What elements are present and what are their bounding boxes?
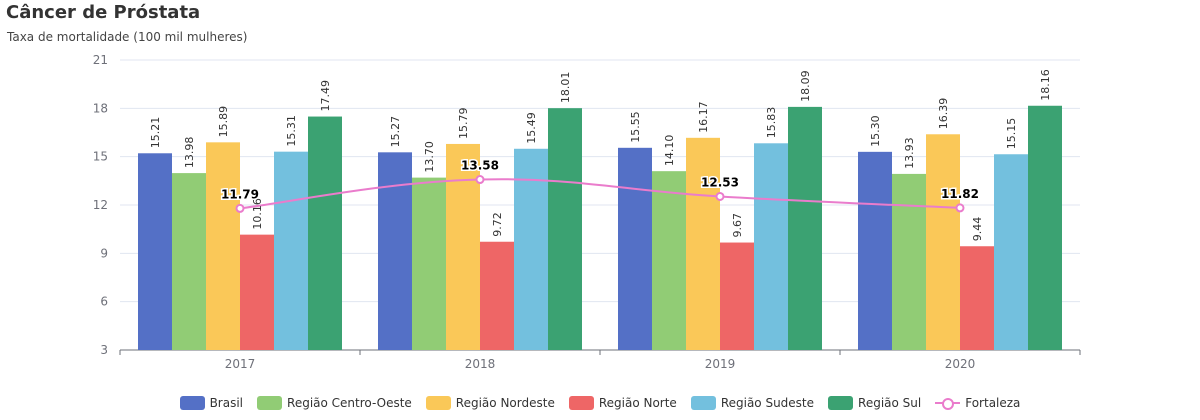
chart-title: Câncer de Próstata (6, 2, 201, 23)
legend-item[interactable]: Região Centro-Oeste (257, 396, 412, 410)
legend-item[interactable]: Região Sul (828, 396, 921, 410)
bar-value-label: 13.70 (423, 141, 436, 173)
legend-item[interactable]: Região Norte (568, 396, 677, 410)
legend-label: Região Norte (598, 396, 677, 410)
bar (172, 173, 206, 350)
x-tick-label: 2018 (465, 357, 496, 371)
x-tick-label: 2020 (945, 357, 976, 371)
legend-label: Brasil (209, 396, 244, 410)
line-value-label: 13.58 (461, 159, 499, 173)
bar-value-label: 9.67 (731, 213, 744, 238)
bar (378, 152, 412, 350)
line-point (475, 175, 485, 185)
bar-value-label: 9.72 (491, 212, 504, 237)
y-tick-label: 18 (93, 101, 108, 115)
legend-item[interactable]: Região Sudeste (690, 396, 815, 410)
axes: 3 6 9 12 15 18 21 2017 2018 2019 2020 (93, 53, 1081, 371)
bar-value-label: 13.98 (183, 137, 196, 169)
bar-value-label: 16.39 (937, 98, 950, 130)
bar-value-label: 18.01 (559, 72, 572, 104)
legend-swatch (568, 396, 594, 410)
bar-value-label: 15.15 (1005, 118, 1018, 150)
bar (754, 143, 788, 350)
bar-value-label: 14.10 (663, 135, 676, 167)
bar (686, 137, 720, 350)
y-tick-label: 15 (93, 150, 108, 164)
bar (514, 148, 548, 350)
bar-value-label: 15.31 (285, 115, 298, 147)
bars (138, 105, 1062, 350)
line-point (235, 203, 245, 213)
chart-legend: Brasil Região Centro-Oeste Região Nordeste… (0, 396, 1200, 410)
bar-value-label: 15.55 (629, 111, 642, 143)
y-tick-label: 3 (100, 343, 108, 357)
legend-label: Região Nordeste (455, 396, 555, 410)
bar-value-label: 15.27 (389, 116, 402, 148)
bar-value-label: 15.30 (869, 115, 882, 147)
legend-label: Região Sudeste (720, 396, 815, 410)
legend-swatch (690, 396, 716, 410)
bar-value-label: 15.49 (525, 112, 538, 144)
bar-value-label: 15.89 (217, 106, 230, 138)
legend-swatch (828, 396, 854, 410)
bar (206, 142, 240, 350)
y-tick-label: 12 (93, 198, 108, 212)
bar-value-label: 15.79 (457, 107, 470, 139)
bar-value-label: 13.93 (903, 137, 916, 169)
bar-value-label: 18.16 (1039, 69, 1052, 101)
bar-value-label: 9.44 (971, 217, 984, 242)
bar (926, 134, 960, 350)
y-tick-label: 21 (93, 53, 108, 67)
series-line (239, 178, 961, 210)
line-value-label: 11.79 (221, 187, 259, 201)
bar (446, 143, 480, 350)
line-value-label: 12.53 (701, 175, 739, 189)
line-point (715, 191, 725, 201)
data-labels: 15.21 15.27 15.55 15.30 13.98 13.70 14.10 13.93… (149, 69, 1052, 241)
bar-value-label: 10.16 (251, 198, 264, 230)
bar (892, 173, 926, 350)
bar (618, 147, 652, 350)
legend-label: Região Centro-Oeste (287, 396, 412, 410)
bar (960, 246, 994, 350)
bar (480, 241, 514, 350)
legend-item[interactable]: Brasil (179, 396, 244, 410)
legend-swatch (257, 396, 283, 410)
legend-swatch (179, 396, 205, 410)
bar (240, 234, 274, 350)
x-tick-label: 2017 (225, 357, 256, 371)
legend-swatch (935, 396, 961, 410)
bar (652, 171, 686, 350)
fortaleza-line (235, 175, 965, 213)
bar (720, 242, 754, 350)
y-tick-label: 9 (100, 246, 108, 260)
bar-value-label: 18.09 (799, 70, 812, 102)
bar (788, 106, 822, 350)
bar (412, 177, 446, 350)
legend-label: Fortaleza (965, 396, 1021, 410)
bar (274, 151, 308, 350)
bar (548, 108, 582, 350)
legend-swatch (425, 396, 451, 410)
bar (138, 153, 172, 350)
line-value-label: 11.82 (941, 187, 979, 201)
legend-label: Região Sul (858, 396, 922, 410)
bar-value-label: 15.21 (149, 117, 162, 149)
chart-subtitle: Taxa de mortalidade (100 mil mulheres) (7, 30, 248, 44)
bar (858, 151, 892, 350)
bar-value-label: 16.17 (697, 101, 710, 133)
legend-item[interactable]: Região Nordeste (425, 396, 555, 410)
line-point (955, 203, 965, 213)
legend-item[interactable]: Fortaleza (935, 396, 1020, 410)
bar-value-label: 15.83 (765, 107, 778, 139)
y-tick-label: 6 (100, 295, 108, 309)
bar (308, 116, 342, 350)
bar (994, 154, 1028, 350)
x-tick-label: 2019 (705, 357, 736, 371)
bar (1028, 105, 1062, 350)
bar-value-label: 17.49 (319, 80, 332, 112)
